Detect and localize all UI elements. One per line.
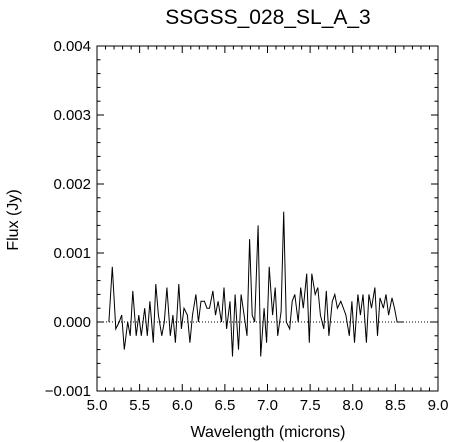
series-line [108, 211, 404, 357]
x-tick-label: 6.5 [214, 397, 235, 414]
chart-title: SSGSS_028_SL_A_3 [165, 6, 371, 29]
x-tick-label: 6.0 [172, 397, 193, 414]
x-tick-label: 7.0 [257, 397, 278, 414]
axis-tick-labels: 5.0 5.5 6.0 6.5 7.0 7.5 8.0 8.5 9.0 −0.001 0.000 0.… [45, 38, 449, 414]
y-tick-label: 0.002 [53, 176, 91, 193]
plot-frame [96, 45, 439, 392]
x-tick-label: 8.5 [385, 397, 406, 414]
x-tick-label: 5.0 [87, 397, 108, 414]
x-tick-label: 5.5 [129, 397, 150, 414]
x-tick-label: 8.0 [342, 397, 363, 414]
x-tick-label: 7.5 [300, 397, 321, 414]
axis-ticks [96, 45, 439, 392]
y-tick-label: −0.001 [45, 383, 91, 400]
series-group [108, 211, 404, 357]
y-axis-label: Flux (Jy) [5, 189, 22, 250]
x-tick-label: 9.0 [428, 397, 449, 414]
y-tick-label: 0.000 [53, 314, 91, 331]
y-tick-label: 0.003 [53, 107, 91, 124]
y-tick-label: 0.004 [53, 38, 91, 55]
y-tick-label: 0.001 [53, 245, 91, 262]
x-axis-label: Wavelength (microns) [190, 424, 345, 441]
